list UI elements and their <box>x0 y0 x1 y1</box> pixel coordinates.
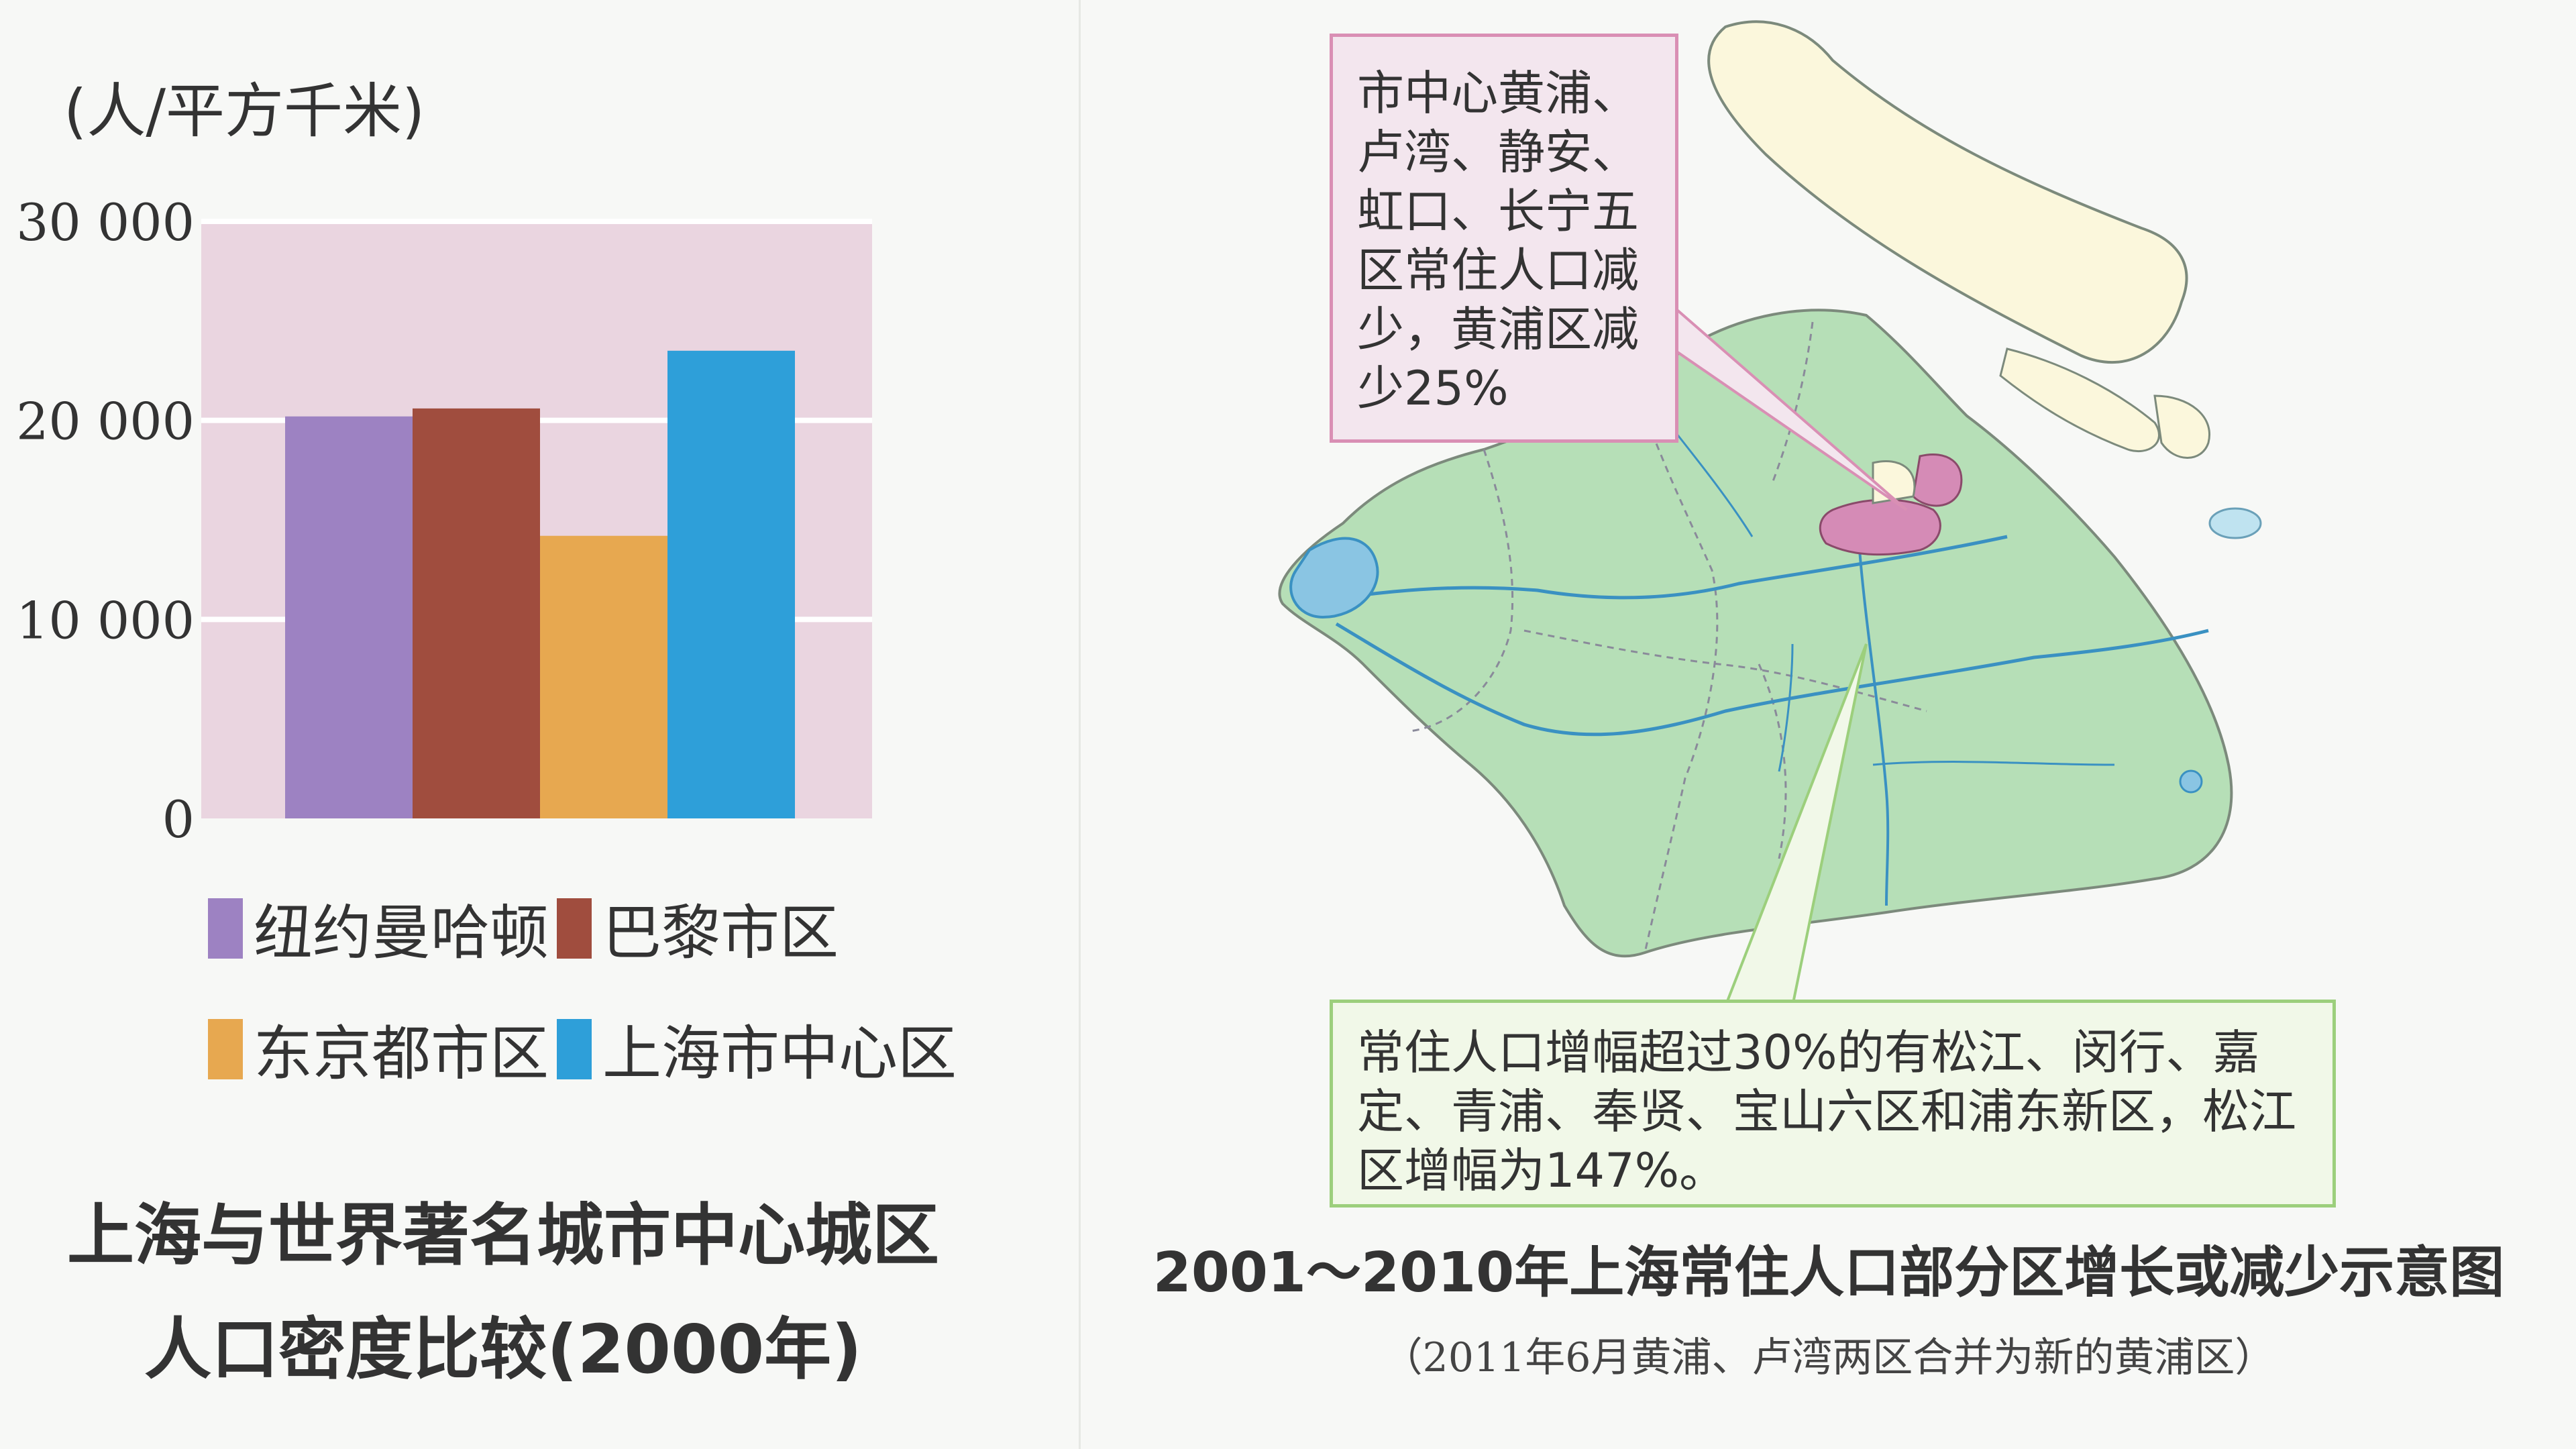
small-island <box>2208 507 2262 539</box>
callout-increase: 常住人口增幅超过30%的有松江、闵行、嘉定、青浦、奉贤、宝山六区和浦东新区，松江… <box>1330 1000 2336 1208</box>
legend-item: 上海市中心区 <box>557 1006 957 1091</box>
y-tick-label: 0 <box>162 790 195 849</box>
legend-label: 纽约曼哈顿 <box>254 898 549 967</box>
map-title: 2001～2010年上海常住人口部分区增长或减少示意图 <box>1152 1241 2505 1305</box>
legend-swatch <box>557 898 592 959</box>
legend-swatch <box>208 1018 243 1079</box>
chart-panel: (人/平方千米) 0 10 000 20 000 30 000 纽约曼哈顿 巴黎市区 东京… <box>0 0 1080 1449</box>
panel-divider <box>1079 0 1081 1449</box>
y-axis-unit-label: (人/平方千米) <box>64 76 425 146</box>
y-tick-label: 20 000 <box>16 392 195 451</box>
legend-label: 巴黎市区 <box>602 898 839 967</box>
y-tick-label: 10 000 <box>16 590 195 650</box>
legend-swatch <box>208 898 243 959</box>
legend-item: 纽约曼哈顿 <box>208 885 549 971</box>
central-districts-decrease <box>1819 498 1941 556</box>
shanghai-map <box>1278 20 2262 1008</box>
changxing-island <box>1999 347 2160 453</box>
bar-1 <box>285 416 413 818</box>
legend-label: 东京都市区 <box>254 1019 549 1088</box>
bar-4 <box>667 350 795 818</box>
dishui-lake <box>2179 769 2203 794</box>
bar-2 <box>413 408 540 818</box>
legend-item: 巴黎市区 <box>557 885 839 971</box>
bar-chart: 0 10 000 20 000 30 000 <box>16 193 872 849</box>
chart-title-line-2: 人口密度比较(2000年) <box>144 1310 862 1389</box>
mainland <box>1278 309 2233 958</box>
bar-3 <box>540 535 667 818</box>
chart-title-line-1: 上海与世界著名城市中心城区 <box>67 1196 939 1275</box>
legend-label: 上海市中心区 <box>602 1019 957 1088</box>
chongming-island <box>1707 20 2188 364</box>
hengsha-island <box>2153 394 2210 459</box>
legend-item: 东京都市区 <box>208 1006 549 1091</box>
dianshan-lake <box>1289 537 1379 619</box>
callout-decrease: 市中心黄浦、卢湾、静安、虹口、长宁五区常住人口减少，黄浦区减少25% <box>1330 34 1678 443</box>
map-panel: 市中心黄浦、卢湾、静安、虹口、长宁五区常住人口减少，黄浦区减少25% 常住人口增… <box>1081 0 2576 1449</box>
y-tick-label: 30 000 <box>16 193 195 252</box>
map-note: （2011年6月黄浦、卢湾两区合并为新的黄浦区） <box>1382 1334 2275 1381</box>
legend-swatch <box>557 1018 592 1079</box>
